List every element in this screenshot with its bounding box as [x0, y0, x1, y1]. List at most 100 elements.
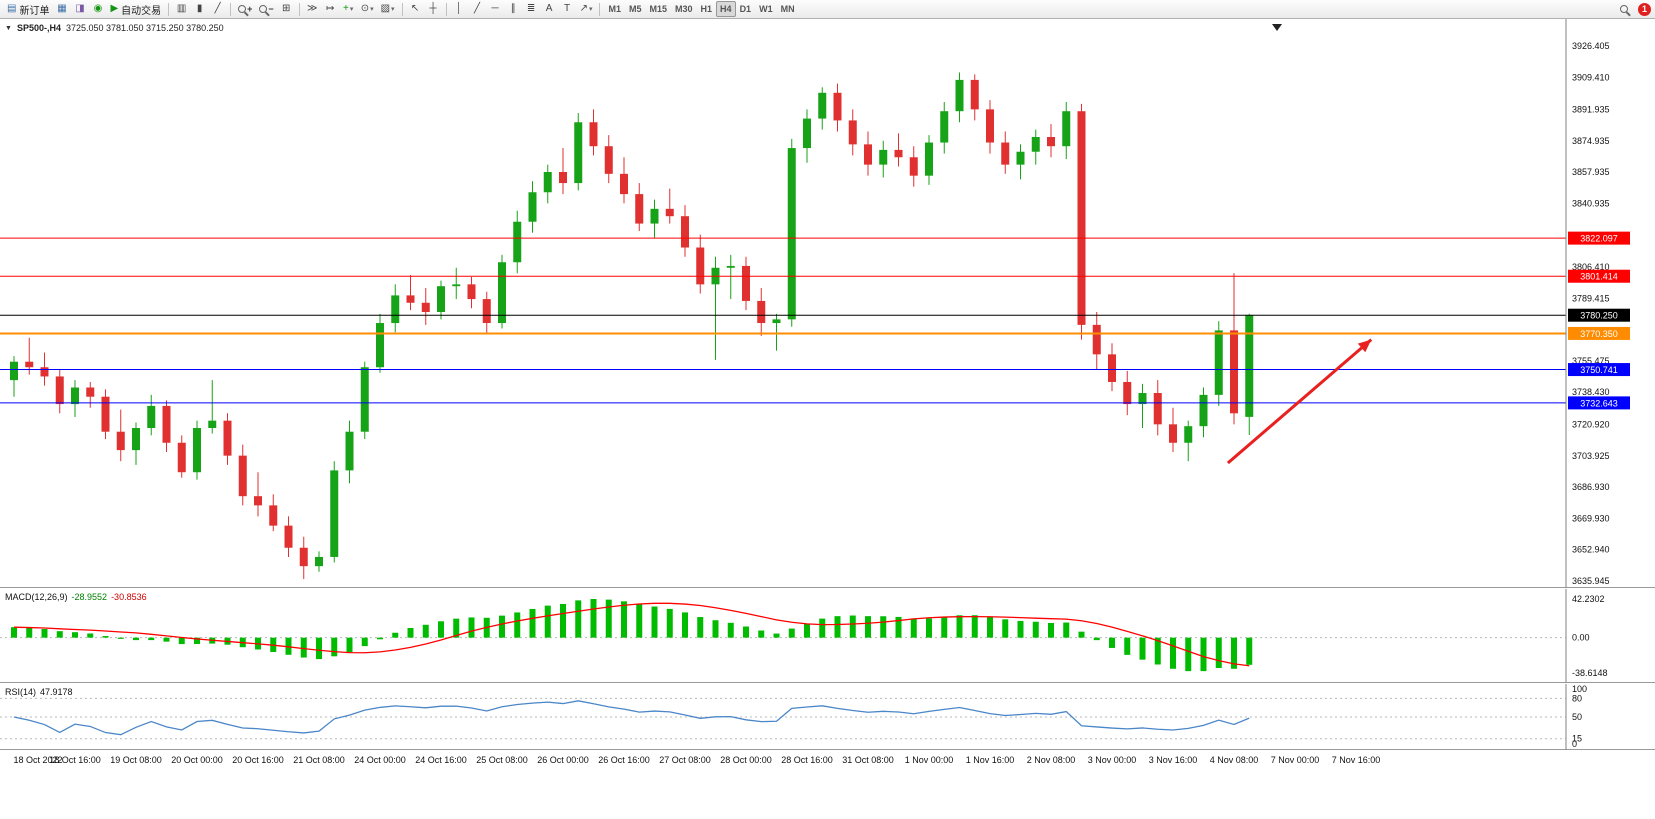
zoom-out-button[interactable]: − [256, 1, 276, 17]
toolbar-right: 1 [1615, 1, 1651, 17]
macd-signal-line [13, 602, 1250, 667]
timeframe-group: M1 M5 M15 M30 H1 H4 D1 W1 MN [604, 1, 798, 17]
zoom-in-icon [238, 5, 247, 13]
community-icon: ◉ [93, 3, 103, 14]
timeframe-button-H1[interactable]: H1 [700, 4, 713, 14]
timeframe-button-M30[interactable]: M30 [675, 4, 693, 14]
macd-axis-tick: 42.2302 [1572, 594, 1605, 604]
svg-text:3822.097: 3822.097 [1580, 234, 1618, 244]
label-tool-icon: T [564, 3, 571, 14]
auto-scroll-button[interactable]: ≫ [304, 1, 321, 17]
rsi-value: 47.9178 [40, 687, 73, 697]
time-axis-label: 18 Oct 2022 [13, 755, 62, 765]
price-chart-canvas[interactable]: 3926.405 3909.410 3891.935 3874.935 3857.935… [0, 19, 1655, 588]
label-tool-button[interactable]: T [559, 1, 576, 17]
chart-symbol-period: SP500-,H4 [16, 23, 61, 33]
fibonacci-icon: ≣ [526, 3, 536, 14]
time-axis-label: 20 Oct 16:00 [232, 755, 284, 765]
cursor-icon: ↖ [410, 3, 420, 14]
time-axis-label: 27 Oct 08:00 [659, 755, 711, 765]
rsi-axis-tick: 80 [1572, 693, 1582, 703]
new-order-button[interactable]: ▤ 新订单 [4, 1, 52, 17]
community-button[interactable]: ◉ [89, 1, 106, 17]
time-axis-label: 19 Oct 08:00 [110, 755, 162, 765]
tile-windows-button[interactable]: ⊞ [278, 1, 295, 17]
timeframe-button-M5[interactable]: M5 [628, 4, 642, 14]
rsi-axis-tick: 15 [1572, 734, 1582, 744]
rsi-name: RSI(14) [5, 687, 37, 697]
autotrading-button[interactable]: ▶ 自动交易 [107, 1, 164, 17]
time-axis: 18 Oct 2022 18 Oct 16:00 19 Oct 08:00 20 Oc… [0, 751, 1655, 771]
timeframe-button-D1[interactable]: D1 [739, 4, 752, 14]
price-axis-tick: 3891.935 [1572, 104, 1610, 114]
price-axis-tick: 3669.930 [1572, 513, 1610, 523]
svg-text:3780.250: 3780.250 [1580, 311, 1618, 321]
indicators-button[interactable]: + ▾ [340, 1, 357, 17]
horizontal-line-button[interactable]: ─ [487, 1, 504, 17]
toolbar-separator [599, 2, 601, 16]
timeframe-button-MN[interactable]: MN [780, 4, 795, 14]
time-axis-label: 28 Oct 00:00 [720, 755, 772, 765]
clock-icon: ⊙ [360, 3, 370, 14]
time-axis-label: 18 Oct 16:00 [49, 755, 101, 765]
chevron-down-icon: ▾ [588, 6, 593, 13]
timeframe-button-W1[interactable]: W1 [759, 4, 773, 14]
crosshair-button[interactable]: ┼ [425, 1, 442, 17]
charts-window-icon: ▦ [57, 3, 67, 14]
chart-title: ▼ SP500-,H4 3725.050 3781.050 3715.250 3… [5, 23, 224, 33]
one-click-trading-toggle[interactable]: ▼ [5, 24, 12, 32]
price-axis-tick: 3874.935 [1572, 136, 1610, 146]
fibonacci-button[interactable]: ≣ [523, 1, 540, 17]
new-order-icon: ▤ [7, 3, 17, 14]
templates-button[interactable]: ▧ ▾ [378, 1, 398, 17]
arrows-tool-button[interactable]: ↗ ▾ [577, 1, 596, 17]
macd-canvas[interactable]: 42.2302 0.00 -38.6148 [0, 589, 1655, 683]
chart-shift-marker[interactable] [1272, 24, 1282, 31]
chevron-down-icon: ▾ [370, 6, 374, 13]
toolbar-separator [298, 2, 300, 16]
price-axis-tick: 3703.925 [1572, 451, 1610, 461]
price-axis-tick: 3857.935 [1572, 167, 1610, 177]
price-axis-tick: 3738.430 [1572, 387, 1610, 397]
new-order-label: 新订单 [19, 5, 50, 17]
chart-shift-button[interactable]: ↦ [322, 1, 339, 17]
text-tool-icon: A [545, 3, 553, 14]
bar-chart-button[interactable]: ▥ [173, 1, 190, 17]
price-axis-tick: 3909.410 [1572, 72, 1610, 82]
timeframe-button-M15[interactable]: M15 [649, 4, 668, 14]
rsi-axis-tick: 100 [1572, 684, 1587, 694]
vertical-line-button[interactable]: │ [451, 1, 468, 17]
price-badge [1568, 269, 1630, 283]
channel-icon: ∥ [510, 3, 516, 14]
svg-text:3732.643: 3732.643 [1580, 398, 1618, 408]
macd-axis-tick: 0.00 [1572, 633, 1590, 643]
trendline-icon: ╱ [474, 3, 481, 14]
timeframe-button-H4[interactable]: H4 [716, 1, 736, 17]
price-axis-tick: 3926.405 [1572, 41, 1610, 51]
candlestick-chart-button[interactable]: ▮ [191, 1, 208, 17]
tile-windows-icon: ⊞ [281, 3, 291, 14]
search-button[interactable] [1615, 1, 1632, 17]
chart-shift-icon: ↦ [325, 3, 335, 14]
periods-button[interactable]: ⊙ ▾ [358, 1, 377, 17]
autotrading-play-icon: ▶ [110, 3, 119, 14]
trendline-button[interactable]: ╱ [469, 1, 486, 17]
toolbar: ▤ 新订单 ▦ ◨ ◉ ▶ 自动交易 ▥ ▮ ╱ + [0, 0, 1655, 19]
price-panel: 3926.405 3909.410 3891.935 3874.935 3857.935… [0, 19, 1655, 588]
cursor-button[interactable]: ↖ [407, 1, 424, 17]
text-tool-button[interactable]: A [541, 1, 558, 17]
charts-window-button[interactable]: ▦ [53, 1, 70, 17]
timeframe-button-M1[interactable]: M1 [608, 4, 621, 14]
notification-badge[interactable]: 1 [1638, 2, 1651, 16]
svg-text:3801.414: 3801.414 [1580, 272, 1618, 282]
line-chart-button[interactable]: ╱ [209, 1, 226, 17]
profiles-button[interactable]: ◨ [71, 1, 88, 17]
trend-arrow[interactable] [1226, 338, 1373, 465]
price-badge [1568, 363, 1630, 377]
macd-name: MACD(12,26,9) [5, 592, 68, 602]
price-axis-tick: 3635.945 [1572, 576, 1610, 586]
horizontal-line-icon: ─ [491, 3, 499, 14]
channel-button[interactable]: ∥ [505, 1, 522, 17]
zoom-in-button[interactable]: + [235, 1, 255, 17]
